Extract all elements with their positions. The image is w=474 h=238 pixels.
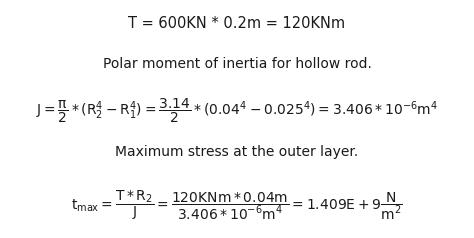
Text: Maximum stress at the outer layer.: Maximum stress at the outer layer. xyxy=(115,145,359,159)
Text: $\mathrm{t_{max} = \dfrac{T * R_2}{J} = \dfrac{120KNm * 0.04m}{3.406 * 10^{-6}m^: $\mathrm{t_{max} = \dfrac{T * R_2}{J} = … xyxy=(71,188,403,222)
Text: $\mathrm{J = \dfrac{\pi}{2} * (R_2^4 - R_1^4) = \dfrac{3.14}{2} * (0.04^4 - 0.02: $\mathrm{J = \dfrac{\pi}{2} * (R_2^4 - R… xyxy=(36,96,438,125)
Text: Polar moment of inertia for hollow rod.: Polar moment of inertia for hollow rod. xyxy=(102,57,372,71)
Text: T = 600KN * 0.2m = 120KNm: T = 600KN * 0.2m = 120KNm xyxy=(128,16,346,31)
